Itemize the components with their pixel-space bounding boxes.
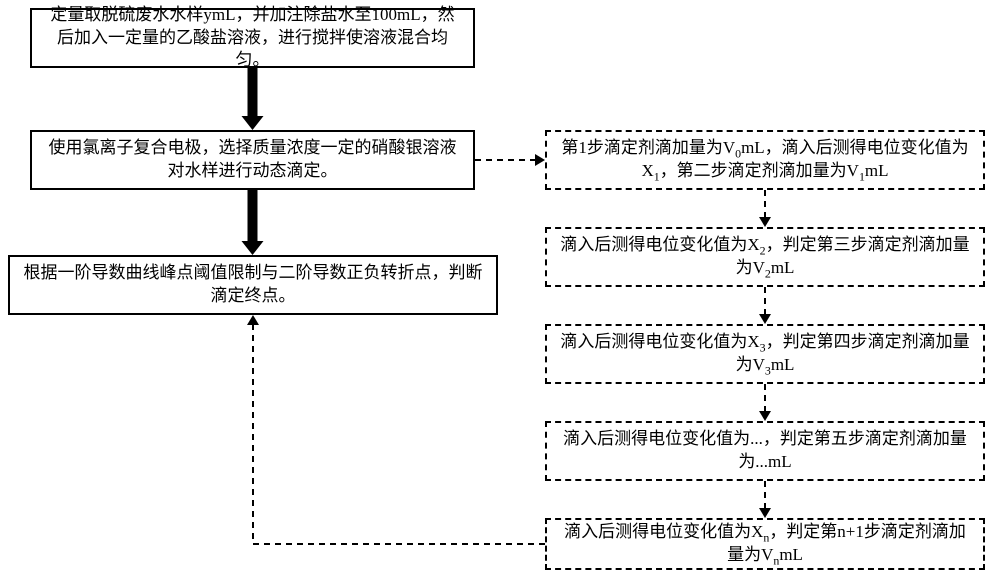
- node-right4: 滴入后测得电位变化值为...，判定第五步滴定剂滴加量为...mL: [545, 421, 985, 481]
- node-text: 滴入后测得电位变化值为X3，判定第四步滴定剂滴加量为V3mL: [557, 331, 973, 377]
- node-right5: 滴入后测得电位变化值为Xn，判定第n+1步滴定剂滴加量为VnmL: [545, 518, 985, 570]
- node-left2: 使用氯离子复合电极，选择质量浓度一定的硝酸银溶液对水样进行动态滴定。: [30, 130, 475, 190]
- node-text: 滴入后测得电位变化值为Xn，判定第n+1步滴定剂滴加量为VnmL: [557, 521, 973, 567]
- node-text: 滴入后测得电位变化值为X2，判定第三步滴定剂滴加量为V2mL: [557, 234, 973, 280]
- node-text: 使用氯离子复合电极，选择质量浓度一定的硝酸银溶液对水样进行动态滴定。: [42, 137, 463, 183]
- node-text: 第1步滴定剂滴加量为V0mL，滴入后测得电位变化值为X1，第二步滴定剂滴加量为V…: [557, 137, 973, 183]
- node-text: 根据一阶导数曲线峰点阈值限制与二阶导数正负转折点，判断滴定终点。: [20, 262, 486, 308]
- node-left1: 定量取脱硫废水水样ymL，并加注除盐水至100mL，然后加入一定量的乙酸盐溶液，…: [30, 8, 475, 68]
- node-text: 定量取脱硫废水水样ymL，并加注除盐水至100mL，然后加入一定量的乙酸盐溶液，…: [42, 4, 463, 73]
- node-left3: 根据一阶导数曲线峰点阈值限制与二阶导数正负转折点，判断滴定终点。: [8, 255, 498, 315]
- node-right3: 滴入后测得电位变化值为X3，判定第四步滴定剂滴加量为V3mL: [545, 324, 985, 384]
- node-right1: 第1步滴定剂滴加量为V0mL，滴入后测得电位变化值为X1，第二步滴定剂滴加量为V…: [545, 130, 985, 190]
- node-text: 滴入后测得电位变化值为...，判定第五步滴定剂滴加量为...mL: [557, 428, 973, 474]
- node-right2: 滴入后测得电位变化值为X2，判定第三步滴定剂滴加量为V2mL: [545, 227, 985, 287]
